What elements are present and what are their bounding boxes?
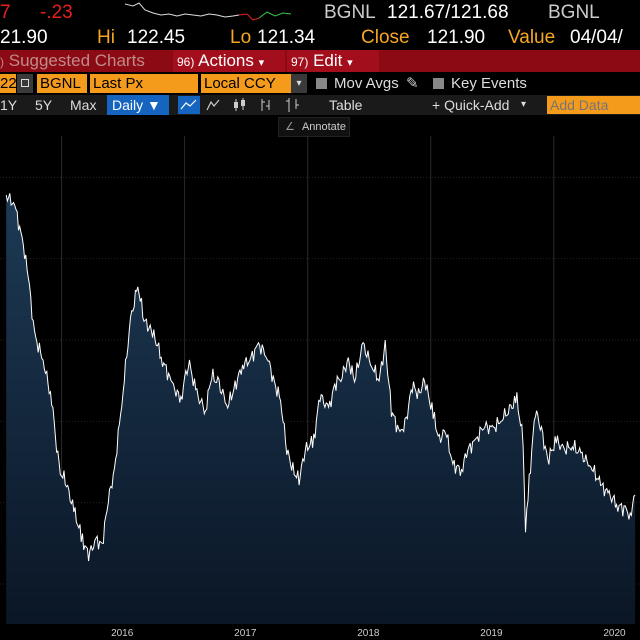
table-button[interactable]: Table — [329, 97, 363, 113]
range-max[interactable]: Max — [70, 97, 97, 113]
price-field[interactable]: Last Px — [90, 74, 198, 93]
line-chart-icon[interactable] — [178, 96, 200, 114]
pencil-icon[interactable]: ✎ — [406, 75, 419, 92]
change-cut: 7 — [0, 2, 11, 23]
hi-value: 122.45 — [127, 27, 186, 48]
change-value: -.23 — [40, 2, 73, 23]
sparkline — [125, 2, 292, 21]
security-field[interactable]: BGNL — [37, 74, 87, 93]
mov-avgs-checkbox[interactable] — [316, 78, 327, 89]
ticker-label-2: BGNL — [548, 2, 600, 23]
annotate-icon: ∠ — [285, 121, 295, 133]
last-price: 21.90 — [0, 27, 48, 48]
sparkline-red — [238, 13, 260, 21]
price-area — [6, 193, 636, 640]
frequency-select[interactable]: Daily ▼ — [107, 95, 169, 115]
hi-label: Hi — [97, 27, 115, 48]
range-5y[interactable]: 5Y — [35, 97, 53, 113]
mountain-chart-icon[interactable] — [205, 96, 221, 114]
quick-add-button[interactable]: + Quick-Add — [432, 97, 510, 113]
suggested-charts-num: ) — [0, 55, 4, 69]
lo-label: Lo — [230, 27, 252, 48]
bar-chart-icon[interactable] — [258, 96, 274, 114]
field-box-0[interactable]: 22 — [0, 74, 17, 93]
key-events-label: Key Events — [451, 75, 527, 92]
edit-label: Edit — [313, 51, 343, 70]
edit-num: 97) — [291, 55, 309, 69]
sparkline-white — [125, 2, 240, 18]
x-tick-label: 2020 — [603, 628, 626, 639]
price-chart[interactable]: 2016 2017 2018 2019 2020 — [0, 136, 640, 640]
currency-field[interactable]: Local CCY — [201, 74, 291, 93]
candlestick-icon[interactable] — [232, 96, 248, 114]
ohlc-icon[interactable] — [285, 96, 301, 114]
actions-label: Actions — [198, 51, 254, 70]
ticker-strip: 7 -.23 BGNL 121.67/121.68 BGNL — [0, 0, 640, 26]
sparkline-green — [258, 11, 292, 19]
settings-bar: 22 BGNL Last Px Local CCY ▾ Mov Avgs ✎ K… — [0, 74, 640, 94]
x-tick-label: 2017 — [234, 628, 257, 639]
frequency-label: Daily ▼ — [112, 97, 161, 113]
key-events-checkbox[interactable] — [433, 78, 444, 89]
close-label: Close — [361, 27, 410, 48]
actions-menu[interactable]: 96) Actions ▾ — [173, 50, 285, 72]
edit-menu[interactable]: 97) Edit ▾ — [287, 50, 379, 72]
close-value: 121.90 — [427, 27, 486, 48]
x-tick-label: 2016 — [111, 628, 134, 639]
value-label: Value — [508, 27, 556, 48]
x-tick-label: 2019 — [480, 628, 503, 639]
actions-dropdown-icon: ▾ — [258, 57, 265, 69]
value-date: 04/04/ — [570, 27, 623, 48]
price-line — [5, 193, 636, 562]
range-1y[interactable]: 1Y — [0, 97, 18, 113]
add-data-input[interactable] — [547, 96, 640, 114]
x-tick-label: 2018 — [357, 628, 380, 639]
mov-avgs-label: Mov Avgs — [334, 75, 399, 92]
ticker-label: BGNL — [324, 2, 376, 23]
actions-num: 96) — [177, 55, 195, 69]
quote-strip: 21.90 Hi 122.45 Lo 121.34 Close 121.90 V… — [0, 26, 640, 50]
menu-bar: ) Suggested Charts 96) Actions ▾ 97) Edi… — [0, 50, 640, 72]
quick-add-dropdown-icon[interactable]: ▾ — [521, 99, 527, 110]
edit-dropdown-icon: ▾ — [347, 57, 353, 69]
currency-dropdown-icon[interactable]: ▾ — [291, 74, 307, 93]
toolbar: 1Y 5Y Max Daily ▼ Table + Quick-Add ▾ — [0, 95, 640, 115]
x-axis-band — [0, 624, 640, 640]
suggested-charts-menu[interactable]: ) Suggested Charts — [0, 50, 172, 72]
bid-ask: 121.67/121.68 — [387, 2, 509, 23]
x-axis: 2016 2017 2018 2019 2020 — [0, 624, 640, 640]
suggested-charts-label: Suggested Charts — [8, 51, 145, 70]
annotate-label: Annotate — [301, 121, 346, 133]
lo-value: 121.34 — [257, 27, 316, 48]
lock-icon[interactable] — [17, 74, 33, 93]
annotate-tooltip[interactable]: ∠ Annotate — [278, 117, 350, 137]
